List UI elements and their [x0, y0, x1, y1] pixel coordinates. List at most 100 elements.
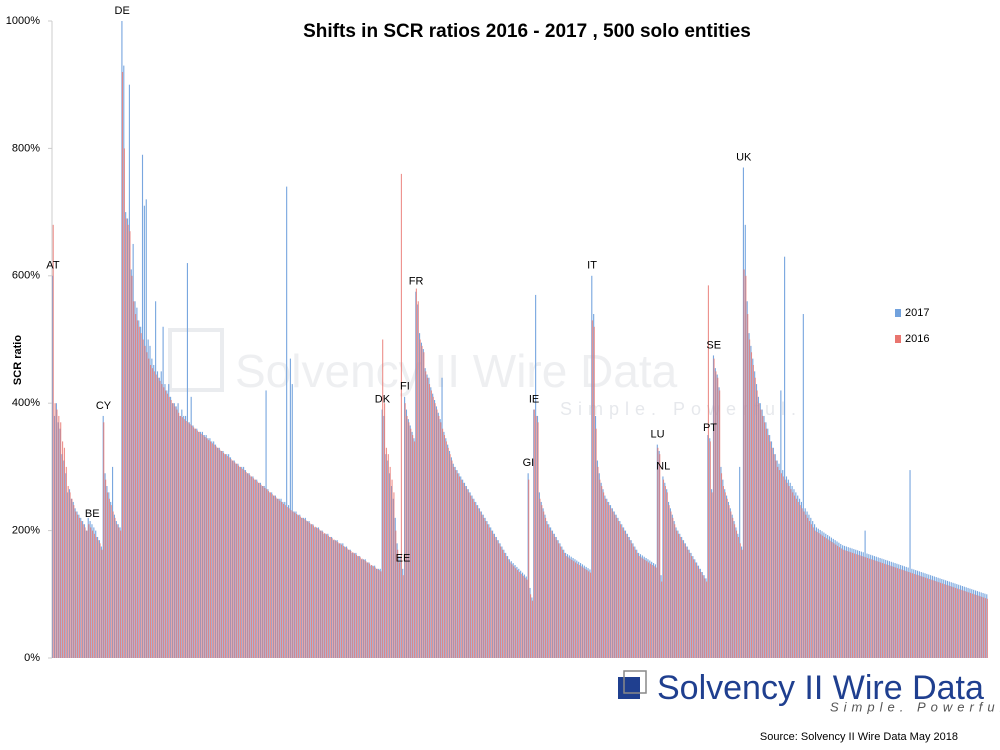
- bar: [318, 529, 320, 658]
- bar: [161, 384, 163, 658]
- bar: [837, 545, 839, 658]
- bar: [419, 339, 421, 658]
- y-tick-label: 200%: [12, 525, 40, 537]
- bar: [364, 559, 366, 658]
- bar: [698, 568, 700, 658]
- bar: [339, 543, 341, 658]
- bar: [823, 536, 826, 658]
- bar: [642, 558, 644, 658]
- country-label: FI: [400, 381, 410, 393]
- bar: [634, 549, 636, 658]
- bar: [939, 578, 941, 658]
- bar: [453, 466, 455, 658]
- bar: [537, 422, 539, 658]
- bar: [58, 415, 60, 658]
- bar: [234, 462, 236, 658]
- bar: [189, 424, 191, 658]
- bar: [973, 594, 975, 658]
- bar: [838, 547, 841, 658]
- bar: [123, 148, 125, 658]
- bar: [187, 422, 189, 658]
- bar: [621, 527, 623, 658]
- bar: [784, 479, 786, 658]
- bar: [157, 377, 159, 658]
- bar: [567, 557, 569, 658]
- bar: [71, 498, 73, 658]
- watermark: Solvency II Wire Data Simple. Powerful.: [168, 328, 796, 419]
- bar: [507, 559, 509, 658]
- country-label: FR: [409, 276, 424, 288]
- y-tick-label: 1000%: [6, 15, 40, 27]
- bar: [282, 503, 285, 658]
- bar: [541, 505, 543, 658]
- bar: [923, 577, 925, 658]
- bar: [455, 470, 457, 658]
- country-label: DK: [375, 393, 391, 405]
- bar: [646, 561, 648, 658]
- bar: [232, 460, 234, 658]
- bar: [756, 390, 758, 658]
- bar: [668, 505, 670, 658]
- bar: [893, 566, 895, 658]
- bar: [943, 584, 945, 658]
- bar: [426, 374, 428, 658]
- bar: [900, 569, 902, 658]
- bar: [97, 540, 99, 658]
- bar: [851, 552, 854, 658]
- bar: [930, 575, 932, 658]
- bar: [793, 489, 795, 658]
- bar: [559, 546, 562, 658]
- bar: [470, 495, 472, 658]
- bar: [589, 572, 592, 658]
- bar: [859, 555, 861, 658]
- bars: [52, 21, 988, 659]
- bar: [237, 465, 240, 658]
- bar: [764, 422, 766, 658]
- bar: [588, 571, 590, 658]
- bar: [370, 564, 373, 658]
- bar: [413, 438, 415, 658]
- bar: [176, 409, 178, 658]
- bar: [211, 441, 213, 658]
- bar: [463, 482, 466, 658]
- bar: [885, 564, 887, 658]
- bar: [533, 409, 535, 658]
- bar: [473, 501, 475, 658]
- bar: [953, 587, 955, 658]
- bar: [146, 352, 148, 658]
- bar: [503, 552, 505, 658]
- bar: [63, 447, 66, 658]
- bar: [576, 563, 578, 658]
- bar: [687, 549, 689, 658]
- bar: [91, 530, 94, 658]
- bar: [211, 443, 213, 658]
- bar: [696, 565, 698, 658]
- bar: [374, 567, 376, 658]
- bar: [616, 517, 618, 658]
- bar: [361, 558, 363, 658]
- bar: [485, 521, 487, 658]
- bar: [415, 288, 417, 658]
- bar: [971, 593, 973, 658]
- bar: [252, 478, 255, 658]
- bar: [981, 596, 983, 658]
- bar: [385, 447, 387, 658]
- bar: [696, 562, 698, 658]
- country-label: PT: [703, 422, 717, 434]
- bar: [842, 549, 844, 658]
- bar: [509, 562, 511, 658]
- bar: [608, 505, 610, 658]
- bar: [565, 556, 567, 658]
- bar: [260, 484, 262, 658]
- bar: [627, 536, 629, 658]
- bar: [415, 291, 417, 658]
- bar: [121, 71, 124, 658]
- bar: [983, 597, 985, 658]
- logo: Solvency II Wire Data Simple. Powerful.: [618, 669, 1000, 714]
- bar: [563, 552, 565, 658]
- bar: [490, 530, 492, 658]
- bar: [256, 481, 258, 658]
- bar: [395, 530, 397, 658]
- bar: [921, 576, 923, 658]
